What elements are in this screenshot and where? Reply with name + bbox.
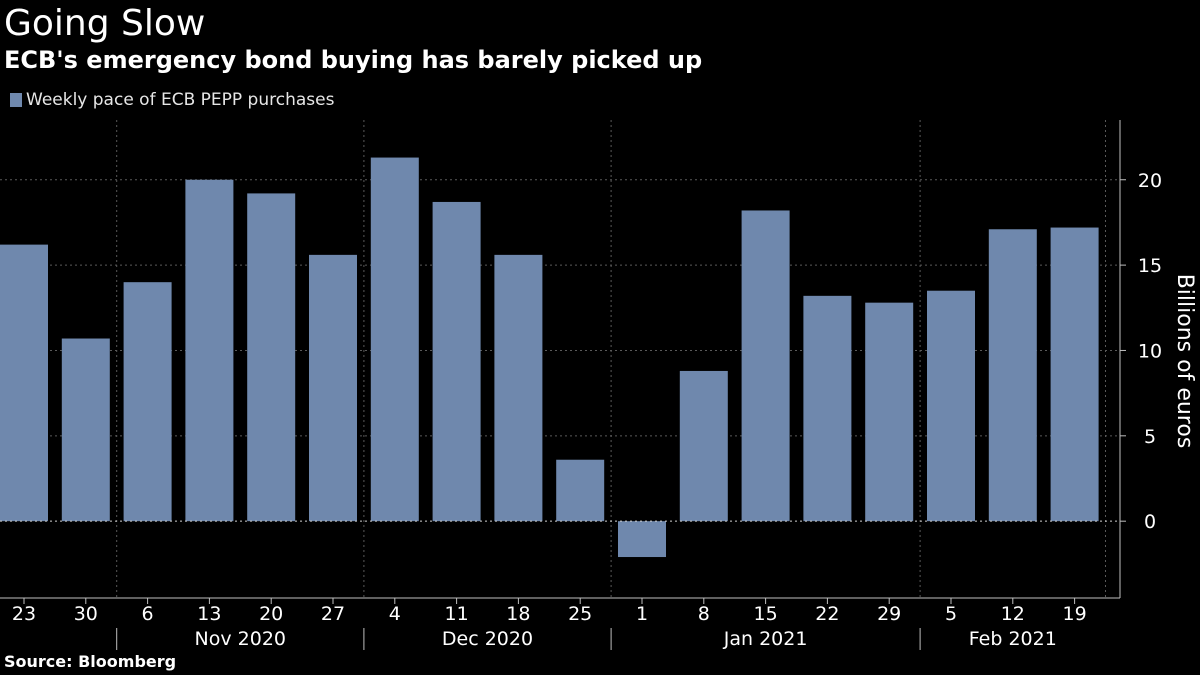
legend: Weekly pace of ECB PEPP purchases <box>10 90 334 110</box>
x-tick-label: 22 <box>815 603 839 625</box>
month-label: Dec 2020 <box>442 628 533 650</box>
bar <box>556 459 605 522</box>
x-tick-label: 6 <box>142 603 154 625</box>
x-tick-label: 11 <box>445 603 469 625</box>
x-tick-label: 23 <box>12 603 36 625</box>
bar <box>988 229 1037 522</box>
bar <box>865 302 914 522</box>
x-tick-label: 20 <box>259 603 283 625</box>
x-tick-label: 19 <box>1063 603 1087 625</box>
legend-label: Weekly pace of ECB PEPP purchases <box>26 90 335 110</box>
y-tick-label: 20 <box>1138 170 1162 192</box>
x-tick-label: 29 <box>877 603 901 625</box>
x-tick-label: 1 <box>636 603 648 625</box>
y-axis-title: Billions of euros <box>1172 274 1197 449</box>
bar <box>0 244 48 522</box>
bar <box>1050 227 1099 522</box>
x-tick-label: 4 <box>389 603 401 625</box>
legend-swatch <box>10 93 22 107</box>
bar <box>432 201 481 522</box>
bar <box>803 295 852 522</box>
bar <box>927 290 975 522</box>
chart-title: Going Slow <box>4 3 206 44</box>
bar <box>61 338 110 522</box>
month-label: Jan 2021 <box>723 628 808 650</box>
x-tick-label: 8 <box>698 603 710 625</box>
x-tick-label: 5 <box>945 603 957 625</box>
y-tick-label: 15 <box>1138 255 1162 277</box>
x-tick-label: 15 <box>754 603 778 625</box>
month-label: Nov 2020 <box>195 628 286 650</box>
source-note: Source: Bloomberg <box>4 652 177 671</box>
y-tick-label: 5 <box>1144 426 1156 448</box>
x-tick-label: 25 <box>568 603 592 625</box>
y-tick-label: 0 <box>1144 511 1156 533</box>
x-tick-label: 13 <box>197 603 221 625</box>
x-tick-label: 12 <box>1001 603 1025 625</box>
bar <box>123 282 172 522</box>
bar <box>247 193 296 522</box>
x-tick-label: 30 <box>74 603 98 625</box>
x-tick-label: 18 <box>506 603 530 625</box>
bar <box>679 370 728 522</box>
bar <box>618 521 666 558</box>
bar <box>741 210 790 522</box>
bar <box>494 254 543 522</box>
y-tick-label: 10 <box>1138 340 1162 362</box>
month-label: Feb 2021 <box>969 628 1057 650</box>
bar <box>309 254 357 522</box>
bar <box>185 179 234 522</box>
bar <box>370 157 419 522</box>
x-tick-label: 27 <box>321 603 345 625</box>
chart-subtitle: ECB's emergency bond buying has barely p… <box>4 46 703 74</box>
